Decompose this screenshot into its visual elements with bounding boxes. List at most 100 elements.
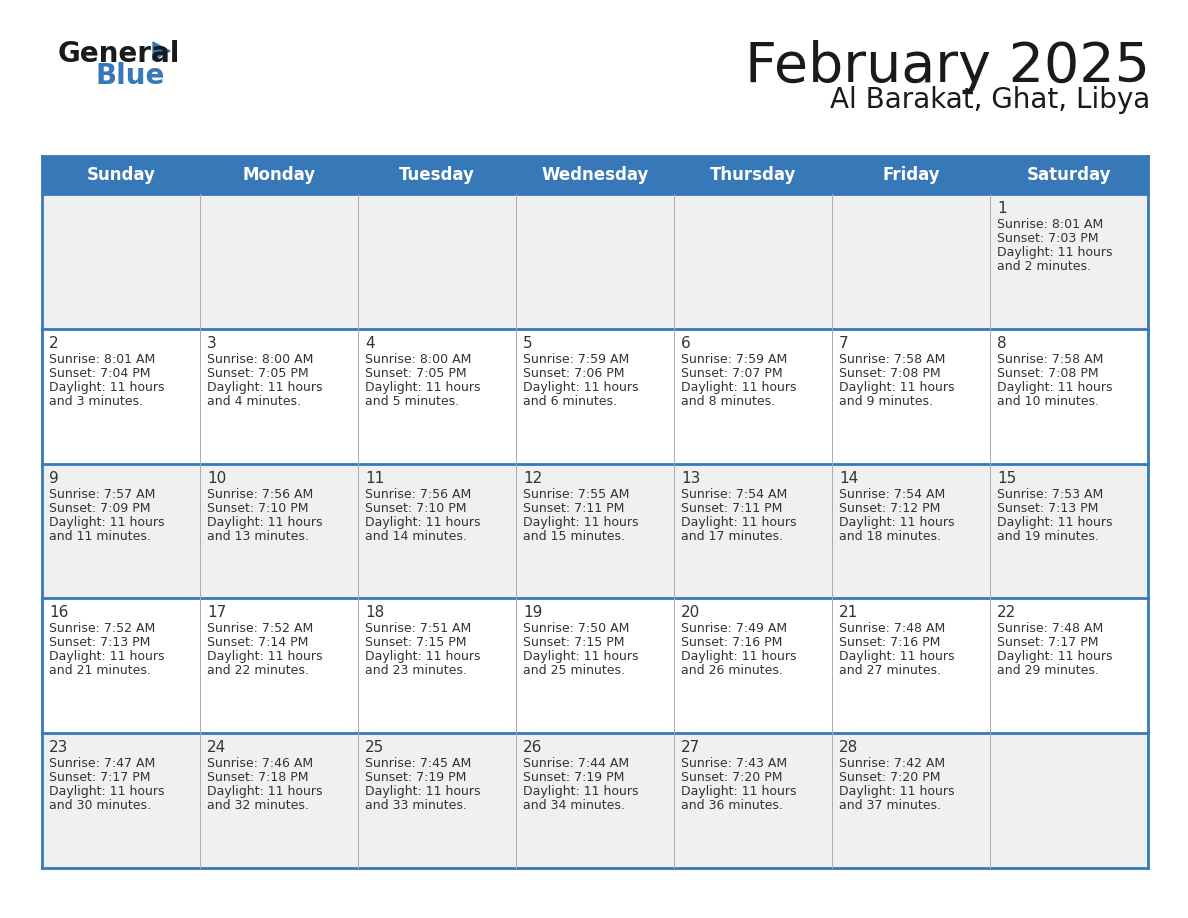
Text: Sunrise: 7:52 AM: Sunrise: 7:52 AM: [49, 622, 156, 635]
Text: Daylight: 11 hours: Daylight: 11 hours: [207, 785, 322, 798]
Text: Sunset: 7:05 PM: Sunset: 7:05 PM: [365, 367, 467, 380]
Text: and 2 minutes.: and 2 minutes.: [997, 260, 1091, 273]
Text: and 36 minutes.: and 36 minutes.: [681, 800, 783, 812]
Text: 18: 18: [365, 605, 384, 621]
Text: and 8 minutes.: and 8 minutes.: [681, 395, 775, 408]
Text: and 15 minutes.: and 15 minutes.: [523, 530, 625, 543]
Text: Daylight: 11 hours: Daylight: 11 hours: [49, 516, 164, 529]
Text: Sunset: 7:12 PM: Sunset: 7:12 PM: [839, 501, 941, 515]
Bar: [990, 194, 1148, 329]
Text: Wednesday: Wednesday: [542, 166, 649, 184]
Bar: [200, 329, 358, 464]
Text: Sunrise: 7:56 AM: Sunrise: 7:56 AM: [365, 487, 472, 500]
Text: Sunset: 7:11 PM: Sunset: 7:11 PM: [681, 501, 783, 515]
Text: Sunrise: 7:50 AM: Sunrise: 7:50 AM: [523, 622, 630, 635]
Text: and 3 minutes.: and 3 minutes.: [49, 395, 143, 408]
Text: Sunset: 7:03 PM: Sunset: 7:03 PM: [997, 232, 1099, 245]
Text: Monday: Monday: [242, 166, 316, 184]
Bar: [200, 194, 358, 329]
Text: and 26 minutes.: and 26 minutes.: [681, 665, 783, 677]
Bar: [358, 329, 516, 464]
Bar: [832, 733, 990, 868]
Text: 15: 15: [997, 471, 1016, 486]
Bar: [832, 464, 990, 599]
Text: Sunset: 7:15 PM: Sunset: 7:15 PM: [523, 636, 625, 649]
Text: Sunrise: 7:55 AM: Sunrise: 7:55 AM: [523, 487, 630, 500]
Text: General: General: [58, 40, 181, 68]
Text: Daylight: 11 hours: Daylight: 11 hours: [997, 246, 1112, 259]
Text: Sunrise: 7:58 AM: Sunrise: 7:58 AM: [839, 353, 946, 365]
Text: 13: 13: [681, 471, 701, 486]
Text: Sunrise: 8:00 AM: Sunrise: 8:00 AM: [207, 353, 314, 365]
Text: 10: 10: [207, 471, 226, 486]
Text: Sunset: 7:16 PM: Sunset: 7:16 PM: [681, 636, 783, 649]
Bar: [516, 464, 674, 599]
Text: and 30 minutes.: and 30 minutes.: [49, 800, 151, 812]
Text: Sunset: 7:06 PM: Sunset: 7:06 PM: [523, 367, 625, 380]
Text: Sunset: 7:17 PM: Sunset: 7:17 PM: [997, 636, 1099, 649]
Text: Daylight: 11 hours: Daylight: 11 hours: [681, 650, 796, 664]
Text: and 33 minutes.: and 33 minutes.: [365, 800, 467, 812]
Bar: [42, 329, 200, 464]
Text: and 6 minutes.: and 6 minutes.: [523, 395, 617, 408]
Text: Sunrise: 7:42 AM: Sunrise: 7:42 AM: [839, 757, 946, 770]
Text: Daylight: 11 hours: Daylight: 11 hours: [365, 785, 480, 798]
Text: Tuesday: Tuesday: [399, 166, 475, 184]
Text: Daylight: 11 hours: Daylight: 11 hours: [681, 516, 796, 529]
Text: Sunrise: 7:48 AM: Sunrise: 7:48 AM: [997, 622, 1104, 635]
Text: Sunrise: 8:01 AM: Sunrise: 8:01 AM: [49, 353, 156, 365]
Text: 1: 1: [997, 201, 1006, 216]
Text: Sunrise: 7:58 AM: Sunrise: 7:58 AM: [997, 353, 1104, 365]
Text: Sunrise: 8:00 AM: Sunrise: 8:00 AM: [365, 353, 472, 365]
Bar: [358, 599, 516, 733]
Bar: [516, 733, 674, 868]
Text: Friday: Friday: [883, 166, 940, 184]
Text: Sunrise: 7:59 AM: Sunrise: 7:59 AM: [523, 353, 630, 365]
Text: Daylight: 11 hours: Daylight: 11 hours: [49, 381, 164, 394]
Text: and 11 minutes.: and 11 minutes.: [49, 530, 151, 543]
Bar: [200, 464, 358, 599]
Text: Sunday: Sunday: [87, 166, 156, 184]
Text: Sunrise: 7:57 AM: Sunrise: 7:57 AM: [49, 487, 156, 500]
Text: Daylight: 11 hours: Daylight: 11 hours: [523, 381, 638, 394]
Bar: [674, 599, 832, 733]
Text: 27: 27: [681, 740, 700, 756]
Bar: [42, 156, 1148, 194]
Text: Daylight: 11 hours: Daylight: 11 hours: [207, 516, 322, 529]
Text: Sunset: 7:08 PM: Sunset: 7:08 PM: [997, 367, 1099, 380]
Text: Daylight: 11 hours: Daylight: 11 hours: [997, 381, 1112, 394]
Text: and 34 minutes.: and 34 minutes.: [523, 800, 625, 812]
Bar: [200, 733, 358, 868]
Text: and 29 minutes.: and 29 minutes.: [997, 665, 1099, 677]
Text: February 2025: February 2025: [745, 40, 1150, 94]
Text: Daylight: 11 hours: Daylight: 11 hours: [839, 381, 954, 394]
Bar: [358, 464, 516, 599]
Text: and 13 minutes.: and 13 minutes.: [207, 530, 309, 543]
Text: Sunrise: 7:54 AM: Sunrise: 7:54 AM: [839, 487, 946, 500]
Text: Sunset: 7:19 PM: Sunset: 7:19 PM: [365, 771, 467, 784]
Text: 7: 7: [839, 336, 848, 351]
Text: and 4 minutes.: and 4 minutes.: [207, 395, 301, 408]
Text: Sunset: 7:10 PM: Sunset: 7:10 PM: [207, 501, 309, 515]
Text: Sunrise: 7:49 AM: Sunrise: 7:49 AM: [681, 622, 788, 635]
Text: Sunrise: 8:01 AM: Sunrise: 8:01 AM: [997, 218, 1104, 231]
Text: Daylight: 11 hours: Daylight: 11 hours: [997, 650, 1112, 664]
Bar: [42, 599, 200, 733]
Text: and 32 minutes.: and 32 minutes.: [207, 800, 309, 812]
Text: 28: 28: [839, 740, 858, 756]
Text: Daylight: 11 hours: Daylight: 11 hours: [49, 785, 164, 798]
Text: 22: 22: [997, 605, 1016, 621]
Text: Blue: Blue: [96, 62, 165, 90]
Text: and 37 minutes.: and 37 minutes.: [839, 800, 941, 812]
Text: Sunset: 7:07 PM: Sunset: 7:07 PM: [681, 367, 783, 380]
Bar: [990, 599, 1148, 733]
Bar: [358, 194, 516, 329]
Text: Sunrise: 7:47 AM: Sunrise: 7:47 AM: [49, 757, 156, 770]
Polygon shape: [153, 42, 170, 60]
Bar: [516, 194, 674, 329]
Text: 8: 8: [997, 336, 1006, 351]
Text: and 21 minutes.: and 21 minutes.: [49, 665, 151, 677]
Text: 19: 19: [523, 605, 543, 621]
Text: and 19 minutes.: and 19 minutes.: [997, 530, 1099, 543]
Text: 24: 24: [207, 740, 226, 756]
